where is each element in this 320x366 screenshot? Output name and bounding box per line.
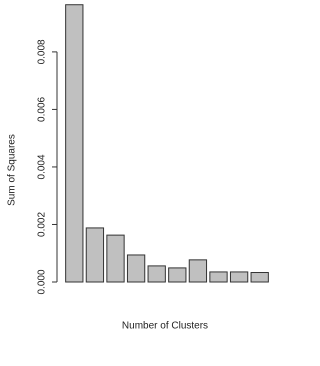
bar bbox=[188, 259, 208, 283]
y-tick-label: 0.008 bbox=[37, 39, 48, 64]
bar bbox=[85, 227, 105, 283]
chart: Number of Clusters Sum of Squares 0.000 0… bbox=[7, 4, 269, 332]
bar bbox=[106, 234, 125, 283]
bar bbox=[250, 272, 269, 283]
bar bbox=[229, 271, 249, 283]
bar bbox=[168, 267, 187, 283]
y-tick-label: 0.002 bbox=[37, 212, 48, 237]
bar bbox=[65, 4, 84, 283]
y-tick-label: 0.004 bbox=[37, 154, 48, 179]
bar bbox=[209, 271, 228, 283]
y-tick-label: 0.006 bbox=[37, 96, 48, 121]
y-axis-label: Sum of Squares bbox=[7, 134, 18, 206]
x-axis-label: Number of Clusters bbox=[122, 321, 208, 332]
y-tick-label: 0.000 bbox=[37, 269, 48, 294]
bar bbox=[147, 265, 166, 283]
bar bbox=[126, 254, 146, 283]
